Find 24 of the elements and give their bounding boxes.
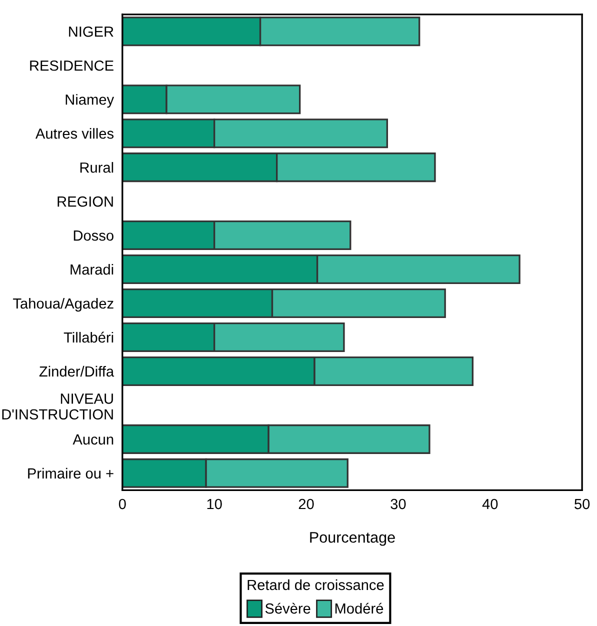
x-axis-title: Pourcentage (310, 532, 395, 546)
x-tick-label: 20 (298, 498, 314, 510)
y-tick-label: Niamey (66, 94, 114, 108)
y-tick-label: Tillabéri (64, 332, 114, 343)
y-tick-label: Dosso (74, 230, 114, 241)
y-tick-label: NIVEAU D'INSTRUCTION (2, 394, 113, 420)
x-tick-label: 30 (390, 498, 406, 510)
y-tick-label: Autres villes (35, 128, 114, 139)
legend-title: Retard de croissance (248, 579, 384, 590)
y-tick-label: NIGER (69, 26, 114, 37)
y-tick-label: REGION (58, 196, 113, 207)
y-tick-label: RESIDENCE (30, 60, 114, 71)
y-tick-label: Primaire ou + (28, 468, 114, 479)
x-tick-label: 10 (207, 498, 222, 510)
y-tick-label: Maradi (70, 264, 114, 275)
x-tick-label: 40 (482, 498, 498, 510)
y-tick-label: Tahoua/Agadez (13, 298, 114, 312)
x-tick-label: 50 (574, 498, 590, 510)
x-tick-label: 0 (118, 498, 126, 510)
legend-label: Sévère (265, 602, 310, 614)
y-tick-label: Aucun (72, 434, 114, 445)
legend-label: Modéré (335, 602, 384, 614)
y-tick-label: Rural (80, 162, 114, 173)
y-tick-label: Zinder/Diffa (39, 366, 114, 377)
